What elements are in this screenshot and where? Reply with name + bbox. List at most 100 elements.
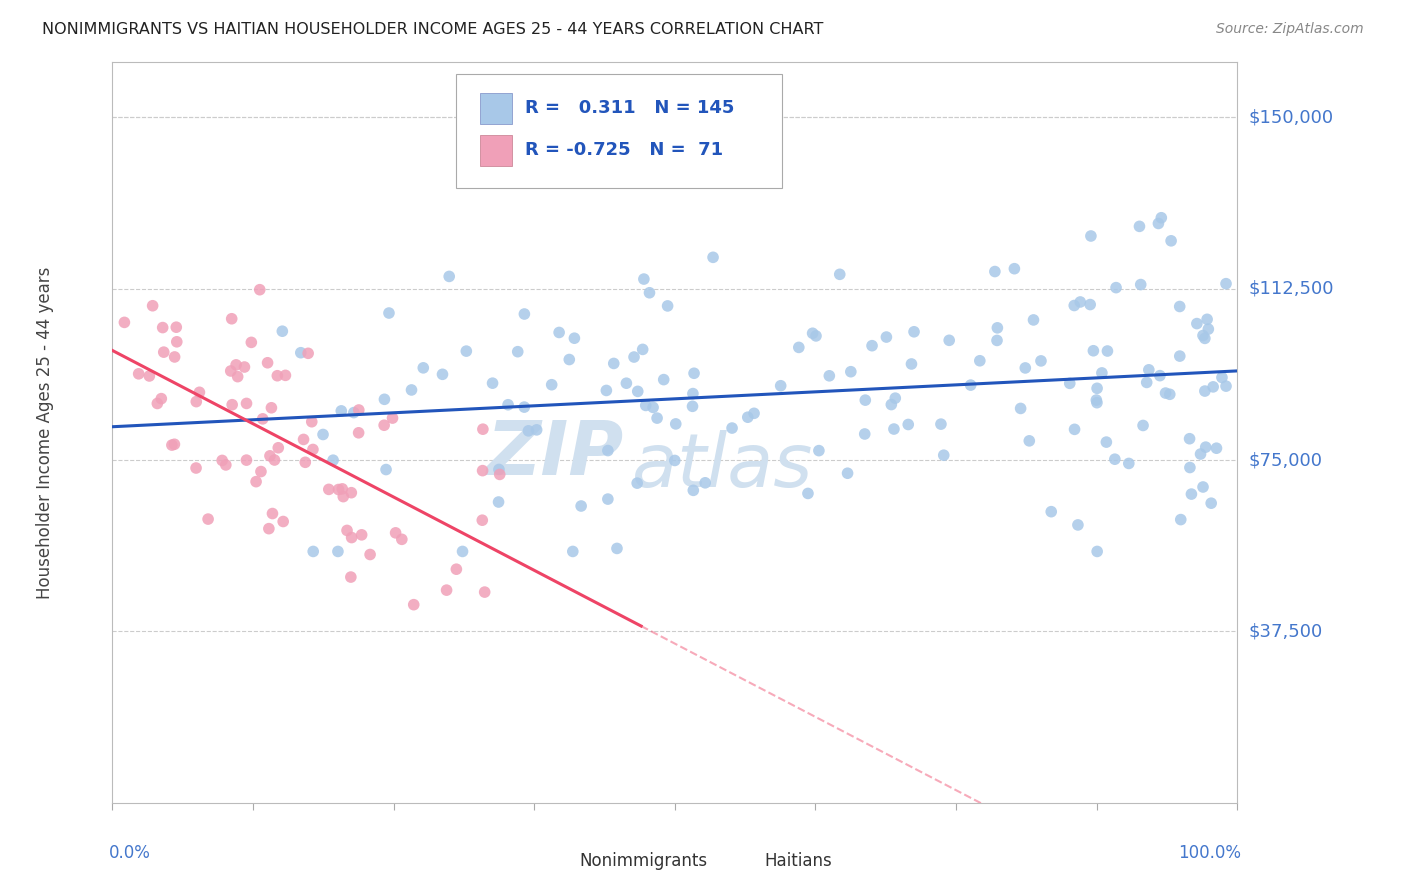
Point: [318, 483, 340, 497]
Point: [328, 483, 350, 497]
Point: [818, 368, 841, 383]
Point: [638, 285, 661, 300]
Point: [558, 352, 581, 367]
Text: R =   0.311   N = 145: R = 0.311 N = 145: [526, 99, 735, 117]
Point: [471, 422, 494, 436]
Point: [596, 492, 619, 507]
Point: [1078, 297, 1101, 311]
Point: [860, 339, 883, 353]
Point: [1063, 298, 1085, 312]
Point: [1149, 368, 1171, 383]
FancyBboxPatch shape: [481, 93, 512, 124]
Point: [1010, 401, 1032, 416]
Point: [301, 415, 323, 429]
Point: [146, 396, 169, 410]
Point: [1085, 393, 1108, 408]
Point: [302, 544, 325, 558]
Point: [506, 344, 529, 359]
Point: [402, 598, 425, 612]
Point: [853, 427, 876, 442]
Point: [1215, 379, 1237, 393]
Point: [702, 250, 724, 264]
Point: [274, 368, 297, 383]
Point: [412, 360, 434, 375]
Point: [540, 377, 562, 392]
Point: [163, 437, 186, 451]
Point: [257, 522, 280, 536]
Point: [616, 376, 638, 391]
Point: [596, 443, 619, 458]
Point: [695, 475, 717, 490]
Point: [1085, 395, 1108, 409]
Point: [1154, 386, 1177, 401]
Point: [1069, 295, 1091, 310]
Point: [138, 368, 160, 383]
Point: [350, 528, 373, 542]
Point: [897, 417, 920, 432]
Point: [959, 378, 981, 392]
Point: [373, 392, 395, 407]
Point: [769, 378, 792, 392]
Point: [665, 417, 688, 431]
Point: [226, 369, 249, 384]
Point: [986, 334, 1008, 348]
Text: Nonimmigrants: Nonimmigrants: [579, 852, 707, 870]
Point: [839, 365, 862, 379]
Point: [853, 393, 876, 408]
Point: [112, 315, 135, 329]
Point: [938, 334, 960, 348]
Point: [381, 411, 404, 425]
Point: [343, 406, 366, 420]
Point: [1147, 217, 1170, 231]
Point: [626, 476, 648, 491]
Point: [1085, 544, 1108, 558]
Point: [903, 325, 925, 339]
Point: [1178, 460, 1201, 475]
Point: [330, 482, 353, 496]
Point: [807, 443, 830, 458]
Point: [1189, 447, 1212, 461]
Point: [932, 448, 955, 462]
Point: [1022, 313, 1045, 327]
Point: [517, 424, 540, 438]
Point: [225, 358, 247, 372]
Point: [1159, 387, 1181, 401]
Point: [561, 544, 583, 558]
Point: [150, 392, 173, 406]
Point: [211, 453, 233, 467]
Point: [1059, 376, 1081, 391]
Point: [451, 544, 474, 558]
Point: [474, 585, 496, 599]
Point: [221, 398, 243, 412]
Text: $150,000: $150,000: [1249, 108, 1334, 127]
Point: [1192, 480, 1215, 494]
Point: [1118, 457, 1140, 471]
Point: [446, 562, 468, 576]
Point: [252, 412, 274, 426]
Point: [340, 531, 363, 545]
Text: R = -0.725   N =  71: R = -0.725 N = 71: [526, 141, 724, 159]
Point: [884, 391, 907, 405]
Point: [496, 398, 519, 412]
Point: [801, 326, 824, 341]
Point: [606, 541, 628, 556]
Point: [828, 268, 851, 282]
Point: [1137, 363, 1160, 377]
FancyBboxPatch shape: [540, 849, 571, 871]
Point: [1040, 505, 1063, 519]
Point: [347, 403, 370, 417]
Point: [1170, 512, 1192, 526]
Point: [1195, 440, 1218, 454]
Point: [627, 384, 650, 399]
Point: [340, 570, 363, 584]
Text: Source: ZipAtlas.com: Source: ZipAtlas.com: [1216, 22, 1364, 37]
FancyBboxPatch shape: [725, 849, 756, 871]
Point: [471, 513, 494, 527]
Point: [1095, 435, 1118, 450]
Point: [1199, 496, 1222, 510]
Text: atlas: atlas: [633, 430, 814, 502]
Point: [633, 272, 655, 286]
Point: [332, 490, 354, 504]
Point: [657, 299, 679, 313]
Point: [240, 335, 263, 350]
